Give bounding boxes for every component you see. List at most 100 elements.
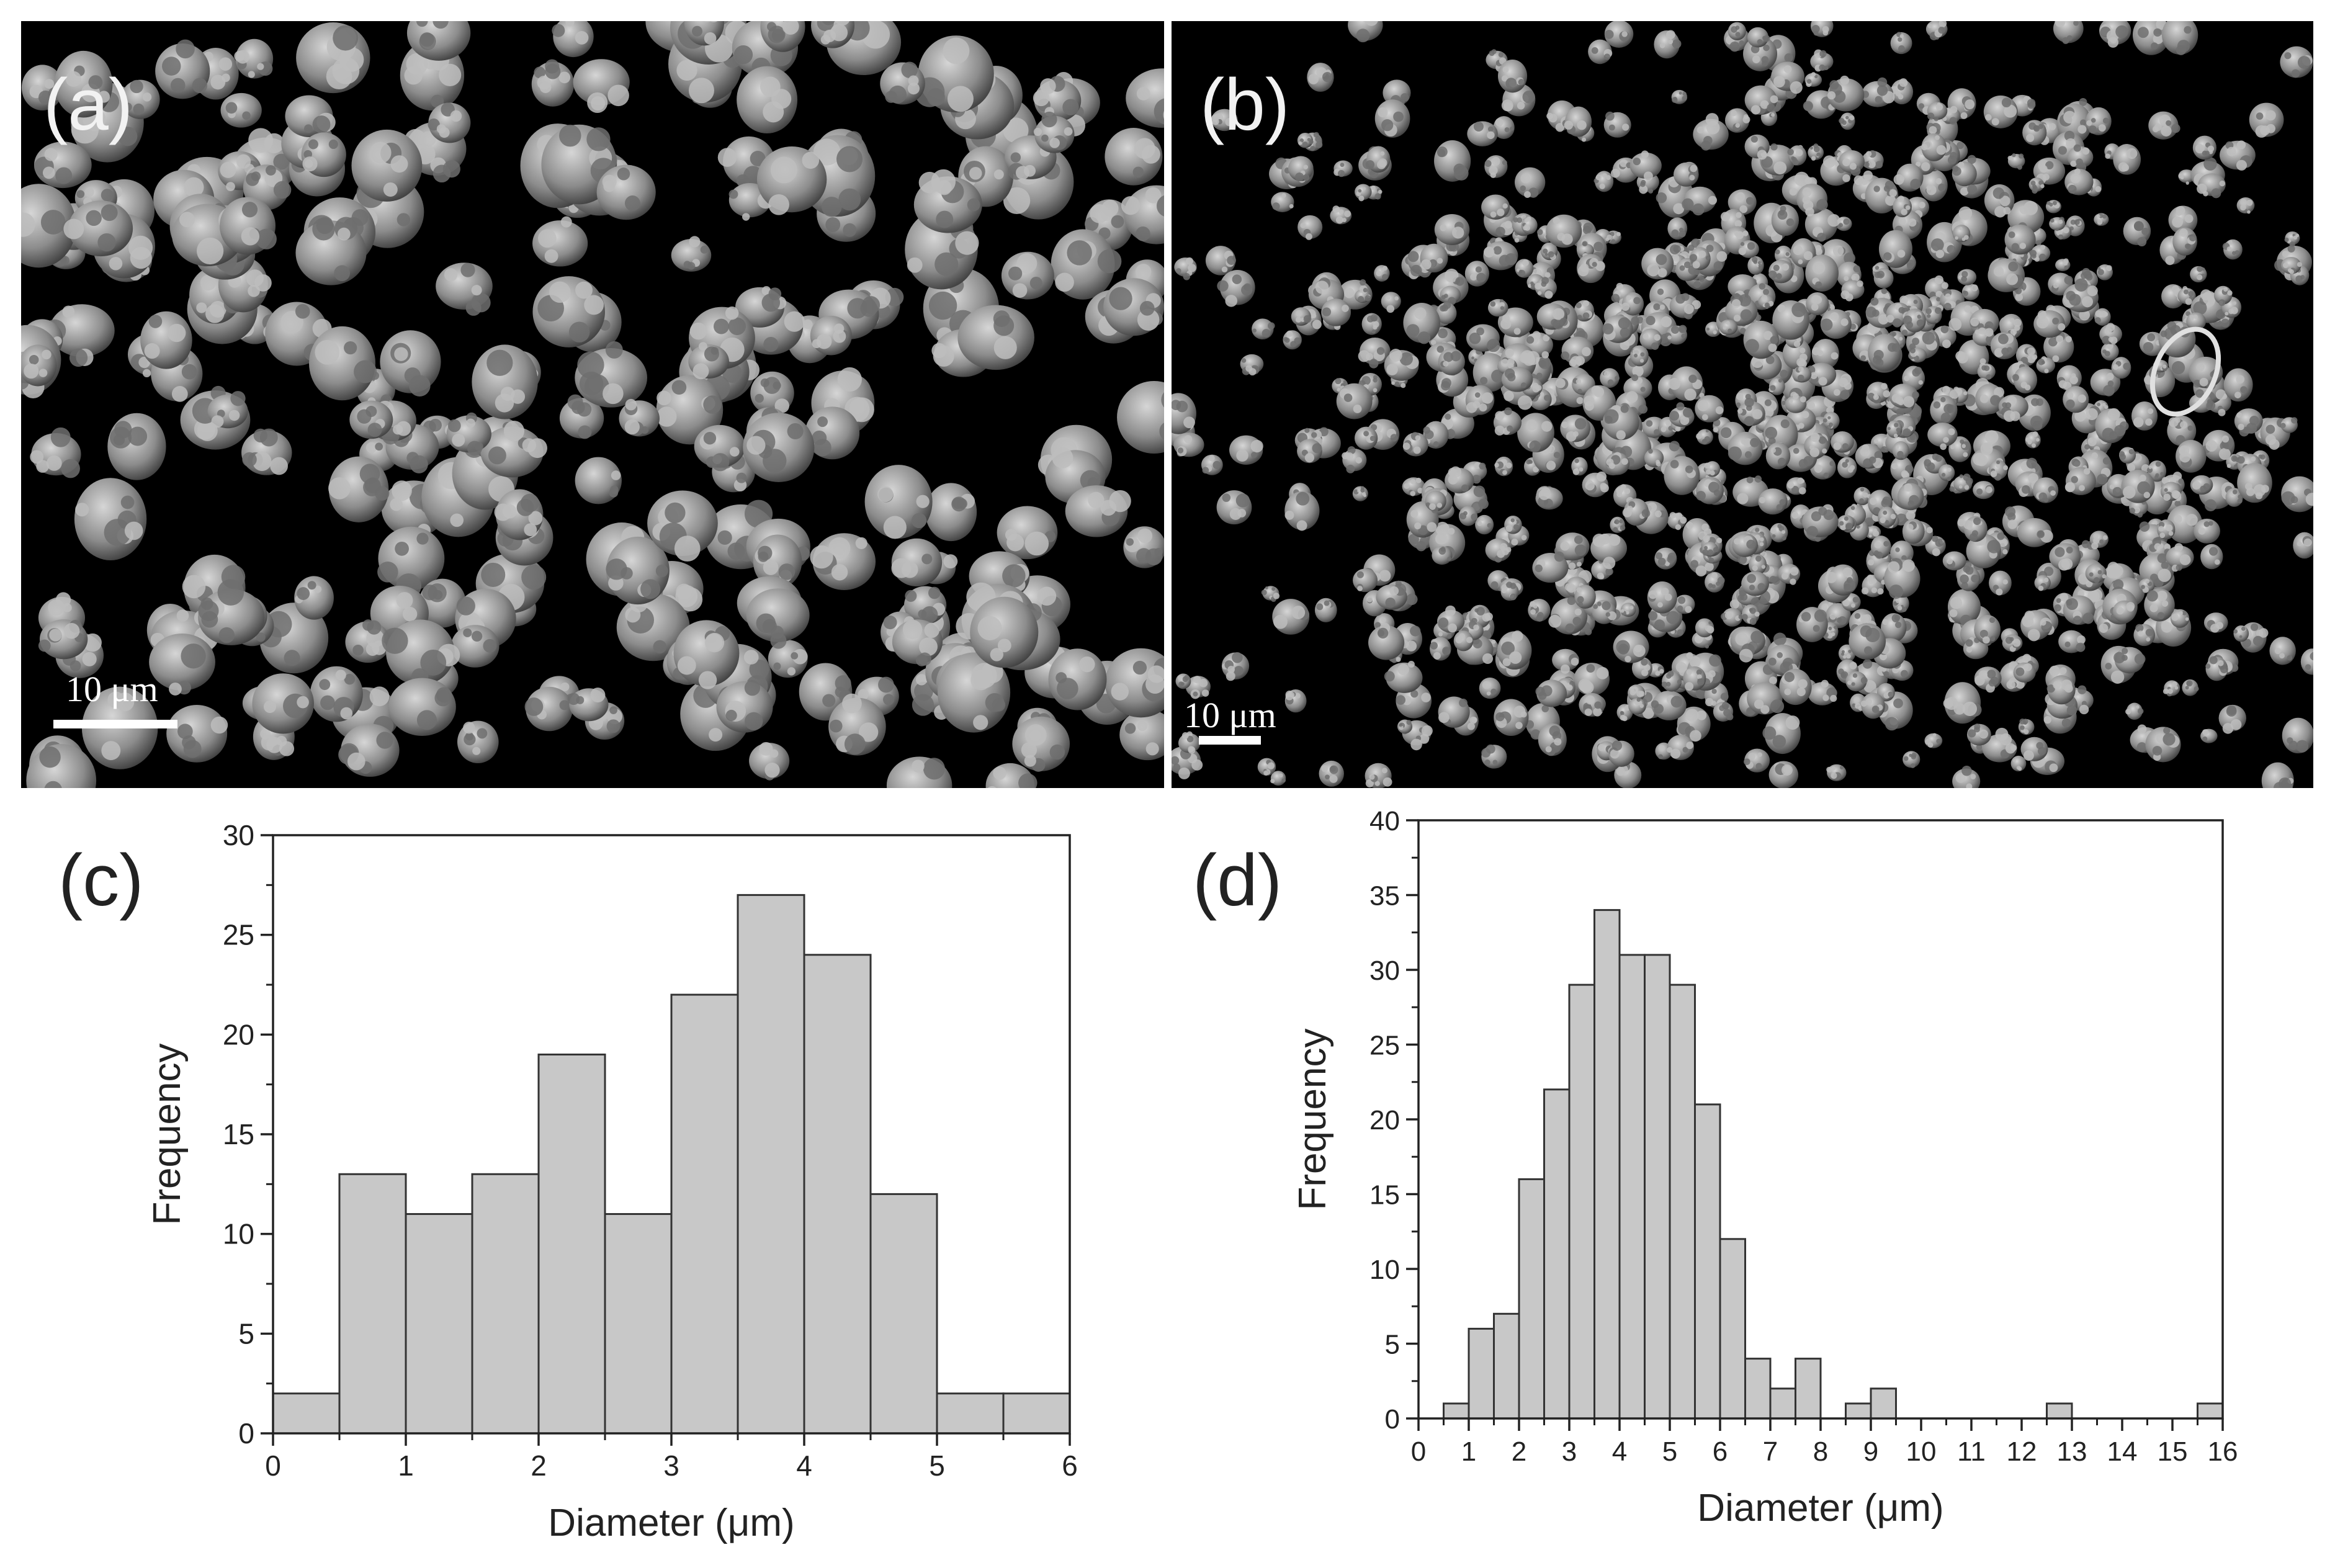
sem-particle: [1493, 116, 1515, 139]
sem-particle: [1881, 613, 1907, 642]
sem-particle: [2018, 718, 2035, 735]
sem-particle: [606, 536, 670, 605]
histogram-bar: [2046, 1402, 2073, 1420]
sem-particle: [1919, 169, 1948, 202]
y-tick-label: 5: [1385, 1330, 1400, 1360]
sem-particle: [1205, 246, 1236, 276]
sem-particle: [1381, 292, 1401, 313]
sem-particle: [1284, 491, 1320, 531]
sem-particle: [494, 489, 544, 540]
sem-particle: [207, 391, 248, 429]
sem-particle: [2015, 344, 2038, 367]
x-tick-label: 15: [2158, 1436, 2188, 1467]
sem-particle: [107, 413, 166, 480]
sem-particle: [1890, 32, 1912, 55]
sem-particle: [1631, 656, 1652, 679]
sem-particle: [656, 375, 724, 445]
sem-particle: [1822, 411, 1840, 430]
sem-particle: [2029, 244, 2051, 262]
sem-particle: [1667, 217, 1688, 240]
x-tick-label: 10: [1906, 1436, 1937, 1467]
sem-particle: [1947, 589, 1981, 627]
sem-particle: [2133, 624, 2156, 647]
sem-particle: [913, 169, 982, 233]
sem-particle: [1126, 68, 1164, 128]
sem-particle: [406, 21, 471, 61]
sem-particle: [1307, 63, 1334, 92]
sem-particle: [1628, 684, 1646, 702]
sem-particle: [737, 66, 798, 134]
histogram-bar: [1694, 1103, 1721, 1420]
sem-particle: [985, 763, 1038, 788]
histogram-bar: [1769, 1387, 1796, 1420]
sem-particle: [2131, 401, 2158, 431]
sem-particle: [2017, 517, 2053, 547]
sem-particle: [1257, 758, 1276, 776]
sem-particle: [1620, 603, 1636, 617]
sem-particle: [2261, 762, 2294, 788]
x-tick-label: 5: [1662, 1436, 1677, 1467]
sem-particles-b: [1172, 21, 2313, 788]
sem-particle: [1361, 313, 1382, 335]
sem-particle: [1693, 113, 1729, 151]
sem-particle: [1319, 760, 1344, 787]
sem-particle: [768, 640, 808, 678]
sem-particle: [26, 744, 97, 788]
sem-particle: [1374, 265, 1390, 282]
sem-image-a: (a) 10 μm: [21, 21, 1164, 788]
sem-particle: [1676, 706, 1711, 742]
scale-bar-a: [53, 720, 177, 728]
sem-particle: [1571, 457, 1588, 476]
sem-particle: [1705, 571, 1725, 593]
x-tick-label: 2: [1512, 1436, 1526, 1467]
sem-particle: [1651, 691, 1687, 720]
sem-particle: [2182, 679, 2199, 696]
sem-particle: [1001, 251, 1054, 300]
sem-particle: [21, 65, 63, 111]
sem-particle: [436, 262, 493, 316]
sem-particle: [1261, 586, 1280, 603]
sem-particle: [2234, 408, 2263, 437]
y-tick-label: 40: [1369, 806, 1400, 836]
sem-particle: [2045, 200, 2061, 213]
sem-particle: [1321, 298, 1351, 326]
sem-particle: [418, 578, 467, 628]
sem-particle: [295, 217, 367, 285]
sem-image-b: (b) 10 μm: [1172, 21, 2313, 788]
y-tick-label: 20: [1369, 1105, 1400, 1136]
sem-particle: [1687, 652, 1724, 691]
sem-particle: [198, 579, 265, 645]
sem-particle: [886, 756, 952, 788]
sem-particle: [446, 412, 491, 456]
sem-particle: [828, 693, 886, 756]
sem-particle: [619, 398, 660, 437]
sem-particle: [673, 620, 740, 689]
x-tick-label: 7: [1763, 1436, 1778, 1467]
sem-particle: [1826, 764, 1847, 781]
sem-particle: [1669, 402, 1695, 428]
sem-particle: [1330, 205, 1352, 225]
sem-particle: [760, 21, 805, 52]
sem-particles-a: [21, 21, 1164, 788]
sem-particle: [970, 596, 1039, 668]
sem-particle: [1925, 21, 1948, 40]
sem-particle: [746, 588, 810, 649]
sem-particle: [575, 341, 648, 408]
sem-particle: [1105, 128, 1163, 186]
sem-particle: [1770, 523, 1788, 543]
x-tick-label: 12: [2007, 1436, 2037, 1467]
sem-particle: [811, 21, 855, 48]
sem-particle: [457, 720, 499, 764]
sem-particle: [1481, 744, 1507, 769]
sem-particle: [1541, 242, 1558, 261]
sem-particle: [997, 506, 1058, 560]
sem-particle: [1840, 280, 1865, 302]
sem-particle: [743, 413, 815, 483]
sem-particle: [1667, 512, 1687, 531]
sem-particle: [750, 371, 794, 415]
histogram-bar: [1568, 983, 1595, 1420]
sem-particle: [1103, 278, 1164, 336]
sem-particle: [377, 526, 445, 599]
sem-particle: [938, 652, 1011, 733]
